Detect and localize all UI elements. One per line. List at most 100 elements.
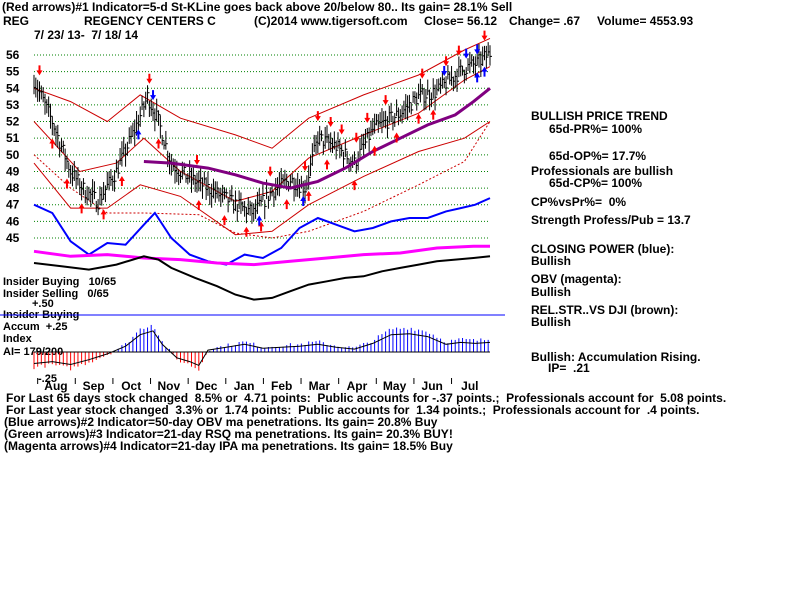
index-label: Index (3, 333, 32, 345)
month-label-jun: Jun (422, 379, 443, 393)
inner-band (33, 66, 491, 202)
obv-status: Bullish (531, 285, 572, 299)
blue-down-arrow (474, 44, 481, 55)
price-tick-51: 51 (6, 131, 20, 145)
price-tick-55: 55 (6, 65, 20, 79)
blue-up-arrow (300, 196, 307, 207)
blue-down-arrow (150, 90, 157, 101)
upper-band (33, 37, 491, 149)
red-up-arrow (351, 180, 358, 191)
price-tick-45: 45 (6, 231, 20, 245)
footer-year: For Last year stock changed 3.3% or 1.74… (6, 403, 700, 417)
ip-value: IP= .21 (548, 361, 590, 375)
red-up-arrow (393, 132, 400, 143)
month-label-apr: Apr (347, 379, 368, 393)
price-tick-48: 48 (6, 181, 20, 195)
cpvspr-value: CP%vsPr%= 0% (531, 195, 627, 209)
ticker: REG (3, 14, 30, 28)
footer-blue-arrows: (Blue arrows)#2 Indicator=50-day OBV ma … (4, 415, 438, 429)
relstr-label: REL.STR..VS DJI (brown): (531, 303, 679, 317)
insider-selling: Insider Selling 0/65 (3, 288, 109, 300)
closing-power-label: CLOSING POWER (blue): (531, 242, 675, 256)
change-value: Change= .67 (509, 14, 581, 28)
blue-down-arrow (463, 48, 470, 59)
red-down-arrow (314, 111, 321, 122)
red-up-arrow (415, 113, 422, 124)
red-up-arrow (371, 145, 378, 156)
pr-value: 65d-PR%= 100% (549, 122, 643, 136)
month-label-mar: Mar (309, 379, 331, 393)
red-up-arrow (78, 203, 85, 214)
indicator-lines (33, 197, 491, 301)
red-down-arrow (36, 65, 43, 76)
bullish-trend: BULLISH PRICE TREND (531, 109, 668, 123)
footer-green-arrows: (Green arrows)#3 Indicator=21-day RSQ ma… (4, 427, 453, 441)
month-label-may: May (383, 379, 407, 393)
month-label-nov: Nov (158, 379, 181, 393)
signal-arrows (36, 30, 488, 237)
copyright: (C)2014 www.tigersoft.com (254, 14, 408, 28)
label-minus-25: -.25 (38, 373, 57, 385)
op-value: 65d-OP%= 17.7% (549, 149, 647, 163)
month-label-jul: Jul (461, 379, 478, 393)
red-down-arrow (353, 132, 360, 143)
red-down-arrow (364, 112, 371, 123)
price-gridlines (34, 54, 490, 239)
insider-buying-count: Insider Buying 10/65 (3, 276, 117, 288)
red-up-arrow (430, 109, 437, 120)
red-up-arrow (118, 175, 125, 186)
price-tick-52: 52 (6, 115, 20, 129)
price-tick-56: 56 (6, 48, 20, 62)
accum-rising: Bullish: Accumulation Rising. (531, 350, 701, 364)
ma50-line (143, 87, 491, 190)
red-down-arrow (382, 95, 389, 106)
red-up-arrow (305, 190, 312, 201)
month-label-oct: Oct (121, 379, 141, 393)
month-label-feb: Feb (271, 379, 292, 393)
red-up-arrow (221, 215, 228, 226)
accum-label: Accum +.25 (3, 321, 68, 333)
footer-magenta-arrows: (Magenta arrows)#4 Indicator=21-day IPA … (4, 439, 453, 453)
trading-bands (33, 37, 491, 239)
red-up-arrow (49, 138, 56, 149)
closing-power-line (33, 197, 491, 266)
cp-value: 65d-CP%= 100% (549, 176, 643, 190)
strength-value: Strength Profess/Pub = 13.7 (531, 213, 691, 227)
professionals-status: Professionals are bullish (531, 164, 674, 178)
price-tick-46: 46 (6, 214, 20, 228)
accumulation-histogram (33, 324, 491, 371)
relstr-status: Bullish (531, 315, 572, 329)
lower-dotted-line (33, 121, 491, 239)
price-tick-53: 53 (6, 98, 20, 112)
volume-value: Volume= 4553.93 (597, 14, 694, 28)
month-label-sep: Sep (83, 379, 105, 393)
red-down-arrow (443, 56, 450, 67)
price-tick-47: 47 (6, 198, 20, 212)
obv-line (33, 244, 490, 267)
date-range: 7/ 23/ 13- 7/ 18/ 14 (34, 28, 139, 42)
red-down-arrow (419, 68, 426, 79)
red-down-arrow (193, 154, 200, 165)
obv-label: OBV (magenta): (531, 272, 622, 286)
price-bars (33, 42, 492, 224)
red-up-arrow (195, 199, 202, 210)
footer-65day: For Last 65 days stock changed 8.5% or 4… (6, 391, 727, 405)
month-labels: Aug Sep Oct Nov Dec Jan Feb Mar Apr May Jun Jul (37, 378, 479, 393)
close-value: Close= 56.12 (424, 14, 498, 28)
red-down-arrow (481, 30, 488, 41)
red-down-arrow (146, 73, 153, 84)
red-down-arrow (455, 45, 462, 56)
price-axis-ticks: 45 46 47 48 49 50 51 52 53 54 55 56 (6, 48, 20, 245)
blue-up-arrow (481, 66, 488, 77)
company-name: REGENCY CENTERS C (84, 14, 216, 28)
red-up-arrow (155, 138, 162, 149)
price-tick-50: 50 (6, 148, 20, 162)
lower-band (33, 121, 491, 236)
closing-power-status: Bullish (531, 254, 572, 268)
month-label-jan: Jan (234, 379, 255, 393)
indicator-1-line: (Red arrows)#1 Indicator=5-d St-KLine go… (2, 0, 513, 14)
price-tick-54: 54 (6, 81, 20, 95)
accum-ma-line (33, 330, 491, 367)
relstr-line (33, 255, 491, 301)
